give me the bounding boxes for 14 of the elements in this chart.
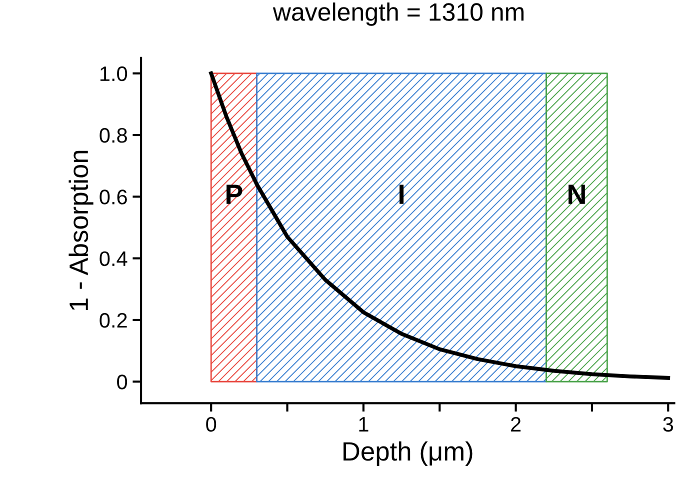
y-tick-label: 0.2 bbox=[100, 312, 127, 328]
y-tick-label: 1.0 bbox=[100, 66, 128, 82]
x-tick-label: 1 bbox=[359, 417, 368, 432]
x-tick-label: 3 bbox=[663, 416, 674, 432]
line-series bbox=[209, 71, 670, 380]
x-tick-label: 2 bbox=[511, 416, 521, 432]
chart-title: wavelength = 1310 nm bbox=[272, 2, 524, 26]
x-axis-title: Depth (μm) bbox=[344, 441, 472, 466]
y-tick-label: 0.8 bbox=[100, 128, 127, 143]
y-tick-label: 0.6 bbox=[100, 190, 127, 204]
y-axis-title: 1 - Absorption bbox=[68, 150, 94, 310]
x-tick-label: 0 bbox=[206, 416, 216, 432]
y-tick-label: 0 bbox=[117, 374, 128, 390]
y-tick-label: 0.4 bbox=[100, 251, 128, 266]
